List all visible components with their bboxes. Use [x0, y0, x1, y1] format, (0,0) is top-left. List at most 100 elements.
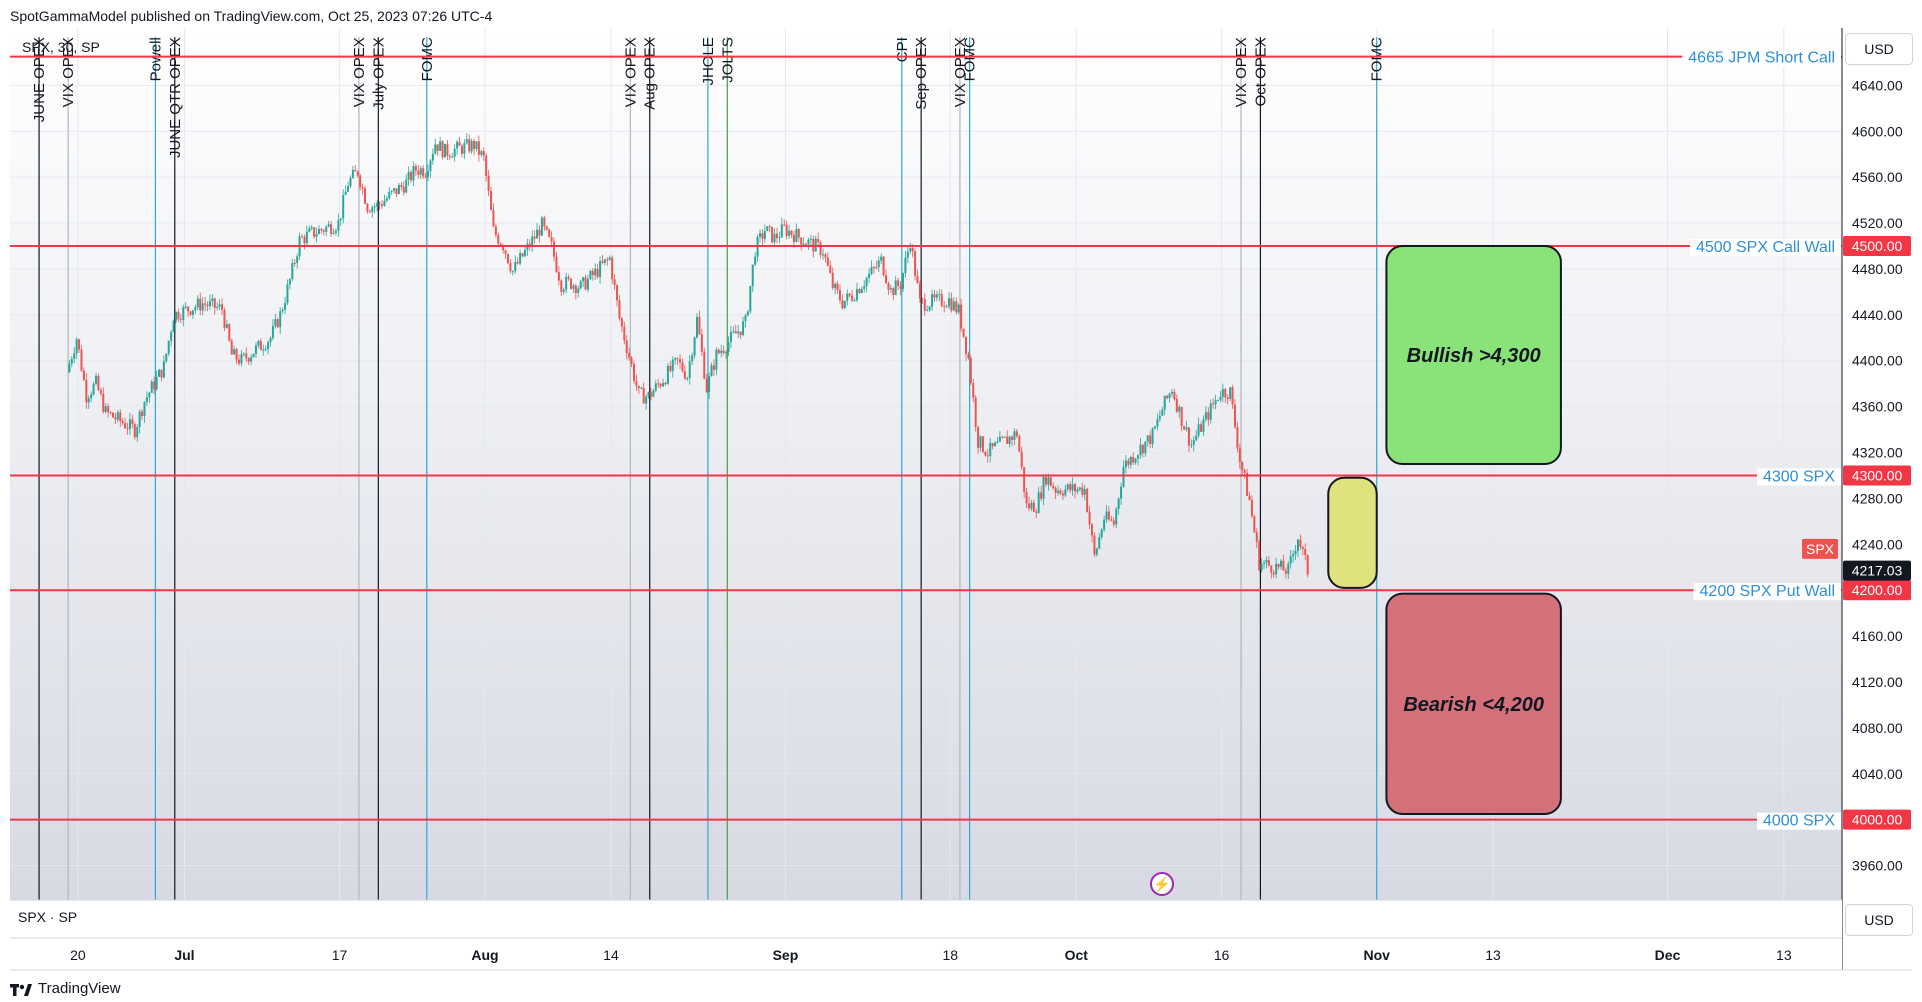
candle-body	[303, 237, 306, 244]
candle-body	[1141, 444, 1144, 454]
x-tick-label: 16	[1214, 947, 1230, 963]
candle-body	[565, 276, 568, 290]
candle-body	[642, 387, 645, 404]
candle-body	[557, 272, 560, 281]
candle-body	[116, 412, 119, 420]
candle-body	[623, 326, 626, 341]
candle-body	[228, 324, 231, 341]
candle-body	[972, 383, 975, 398]
candle-body	[1301, 546, 1304, 549]
scenario-box[interactable]	[1327, 476, 1378, 589]
candle-body	[204, 303, 207, 305]
candle-body	[138, 411, 141, 427]
candle-body	[1071, 484, 1074, 491]
candle-body	[531, 236, 534, 247]
candle-body	[567, 276, 570, 279]
candle-body	[1183, 426, 1186, 430]
candle-body	[342, 195, 345, 219]
time-axis: 20 Jul 17 Aug 14 Sep 18 Oct 16 Nov 13 Dec 13	[10, 899, 1912, 971]
candle-body	[1284, 570, 1287, 574]
candle-body	[429, 160, 432, 172]
event-label: VIX OPEX	[1233, 37, 1250, 107]
candle-body	[955, 301, 958, 313]
candle-body	[952, 301, 955, 311]
level-price-tag	[1843, 465, 1911, 486]
candle-body	[727, 341, 730, 353]
candle-body	[254, 345, 257, 354]
candle-body	[191, 310, 194, 315]
event-label: Powell	[147, 37, 164, 81]
candle-body	[359, 175, 362, 188]
candle-body	[1057, 490, 1060, 493]
candle-body	[928, 306, 931, 310]
candle-body	[1243, 470, 1246, 473]
candle-body	[807, 239, 810, 245]
candle-body	[989, 443, 992, 457]
candle-body	[703, 351, 706, 379]
candle-body	[521, 253, 524, 257]
y-tick-label: 4040.00	[1852, 766, 1903, 782]
candle-body	[640, 387, 643, 389]
y-tick-label: 4280.00	[1852, 490, 1903, 506]
candle-body	[1299, 539, 1302, 547]
scenario-box-label: Bearish <4,200	[1403, 694, 1544, 716]
scenario-box[interactable]	[1385, 245, 1562, 465]
candle-body	[238, 359, 240, 364]
x-tick-label: 14	[603, 947, 619, 963]
event-label: July OPEX	[370, 37, 387, 110]
candle-body	[681, 362, 684, 372]
candle-body	[1156, 419, 1159, 427]
candle-body	[250, 357, 253, 362]
candle-body	[950, 298, 953, 311]
event-lines: JUNE OPEX VIX OPEX Powell JUNE QTR OPEX VIX …	[31, 37, 1386, 900]
tradingview-footer[interactable]: TradingView	[10, 980, 121, 997]
candle-body	[649, 392, 652, 397]
candle-body	[230, 340, 233, 355]
candle-body	[235, 349, 238, 360]
lightning-icon[interactable]: ⚡	[1150, 872, 1174, 896]
level-label-background	[1756, 468, 1842, 486]
candle-body	[858, 289, 861, 294]
event-label: JOLTS	[719, 37, 736, 83]
candle-body	[1098, 537, 1101, 549]
candle-body	[802, 243, 805, 245]
candle-body	[1149, 435, 1152, 445]
level-lines: 4665 JPM Short Call 4500 SPX Call Wall 430…	[10, 49, 1842, 830]
candle-body	[1144, 441, 1147, 454]
candle-body	[785, 224, 788, 236]
candle-body	[778, 237, 781, 239]
candle-body	[281, 309, 284, 312]
candle-body	[397, 185, 400, 195]
candle-body	[262, 349, 265, 351]
candle-body	[288, 279, 291, 285]
candle-body	[986, 455, 989, 457]
candle-body	[938, 294, 941, 296]
candle-body	[969, 358, 972, 384]
candle-body	[834, 283, 837, 289]
candle-body	[800, 237, 803, 245]
level-label-background	[1756, 812, 1842, 830]
candle-body	[1054, 488, 1057, 493]
event-label: Oct OPEX	[1252, 37, 1269, 106]
candle-body	[606, 259, 609, 261]
candle-body	[725, 352, 728, 354]
scenario-box[interactable]	[1385, 592, 1562, 815]
event-label: FOMC	[419, 37, 436, 81]
candle-body	[201, 303, 204, 311]
symbol-interval-label[interactable]: SPX, 30, SP	[22, 39, 100, 55]
currency-button-top[interactable]: USD	[1845, 33, 1913, 65]
candle-body	[693, 337, 696, 356]
level-price-tag-label: 4300.00	[1852, 467, 1903, 483]
currency-button-bottom[interactable]: USD	[1845, 904, 1913, 936]
candle-body	[1015, 431, 1018, 437]
candle-body	[877, 260, 880, 268]
event-label: VIX OPEX	[622, 37, 639, 107]
level-price-tag-label: 4500.00	[1852, 238, 1903, 254]
candle-body	[860, 288, 863, 294]
candle-body	[412, 166, 415, 181]
candle-body	[75, 339, 78, 354]
candle-body	[562, 289, 565, 292]
candle-body	[422, 168, 425, 177]
candle-body	[155, 376, 158, 390]
